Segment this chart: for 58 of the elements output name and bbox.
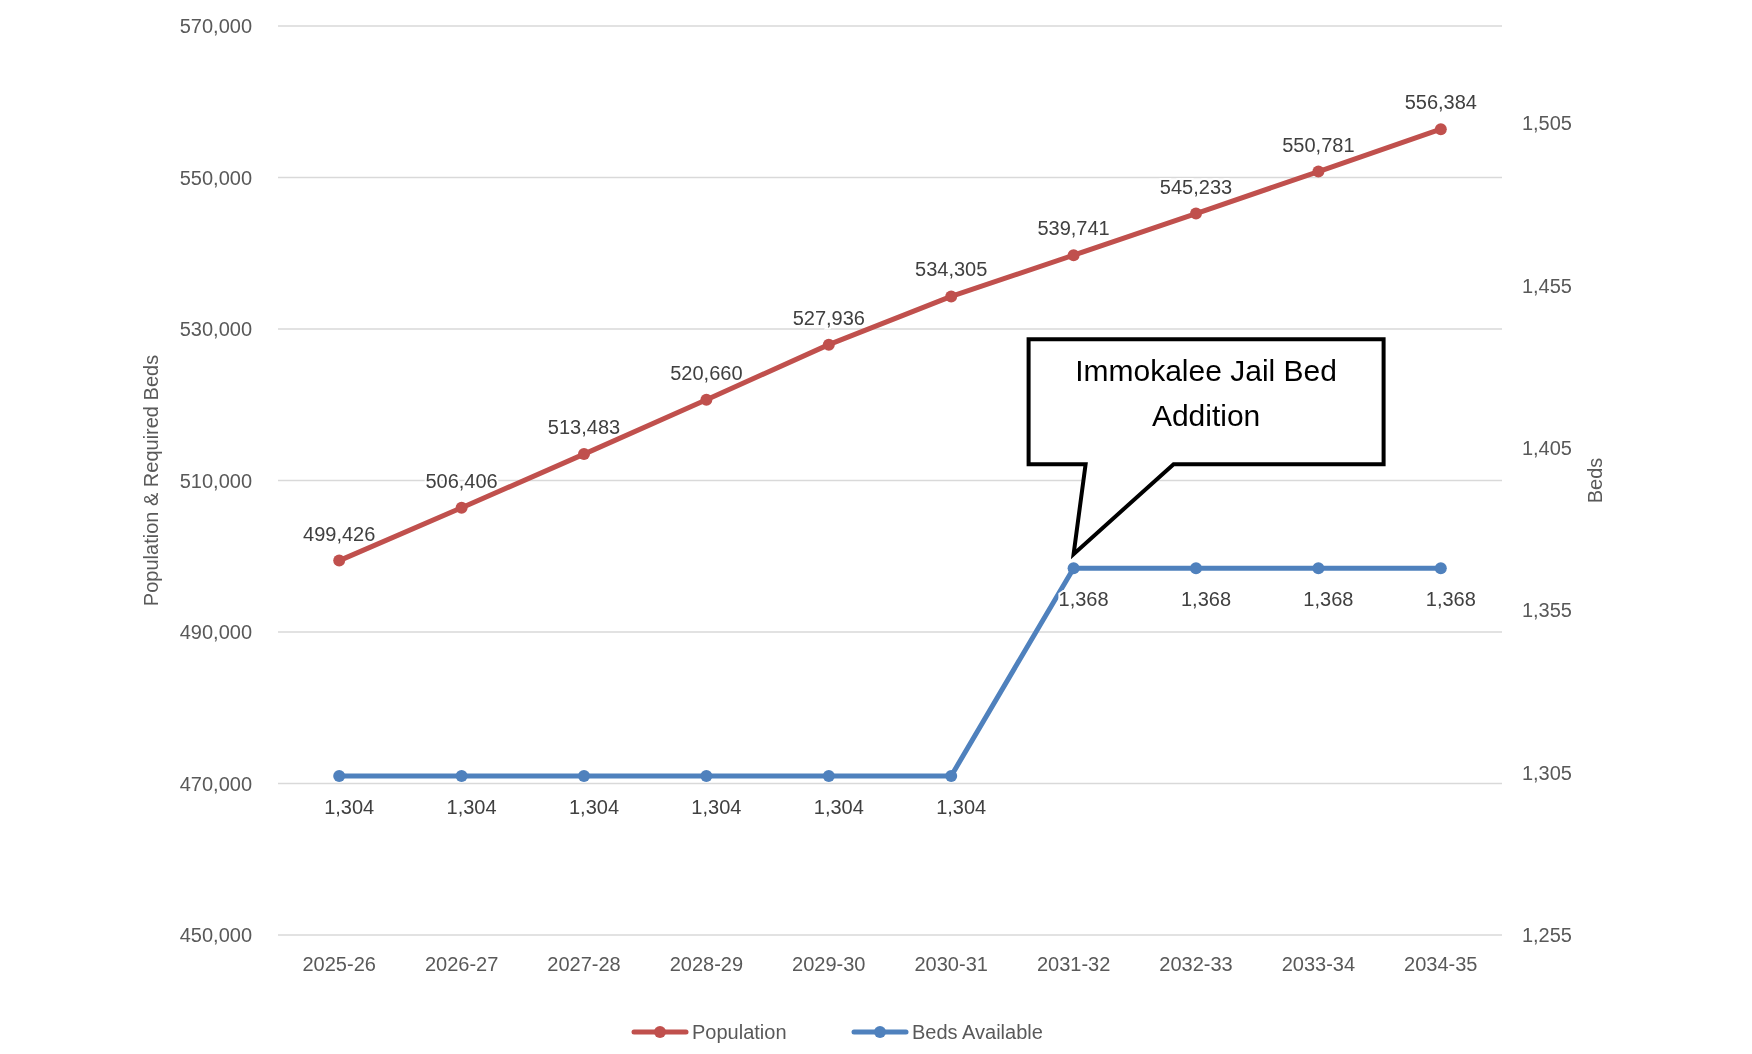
y-tick-label: 550,000 [179,166,252,189]
data-label: 1,304 [446,795,497,818]
y-axis-title: Population & Required Beds [140,354,162,607]
x-tick-label: 2032-33 [1159,953,1233,975]
x-tick-label: 2034-35 [1404,953,1478,975]
annotation: Immokalee Jail Bed Addition [1075,354,1337,433]
legend-label: Beds Available [912,1021,1043,1043]
point [1190,207,1202,220]
point [1312,165,1325,178]
y-tick-label: 510,000 [179,469,252,492]
data-label: 1,304 [813,795,864,818]
point [1067,249,1080,262]
data-label: 550,781 [1282,133,1355,156]
point [1434,123,1447,136]
data-label: 534,305 [915,258,988,281]
y2-tick-label: 1,305 [1521,761,1572,784]
x-tick-label: 2033-34 [1281,953,1356,975]
data-label: 527,936 [792,306,865,329]
data-label: 499,426 [303,522,376,545]
point [333,554,346,567]
point [822,338,835,351]
data-label: 1,304 [568,795,620,818]
data-label: 556,384 [1404,91,1477,114]
data-label: 1,368 [1058,588,1109,611]
y-tick-label: 570,000 [179,15,252,37]
x-tick-label: 2027-28 [547,953,621,975]
y2-tick-label: 1,455 [1521,274,1572,297]
point [578,448,590,461]
x-tick-label: 2029-30 [792,953,866,975]
data-label: 1,304 [324,795,375,818]
x-tick-label: 2025-26 [302,953,376,975]
data-label: 520,660 [670,361,743,384]
data-label: 1,368 [1425,588,1476,611]
data-label: 1,368 [1303,588,1354,611]
data-label: 506,406 [425,469,498,492]
y2-tick-label: 1,255 [1521,924,1572,946]
x-tick-label: 2030-31 [914,953,988,975]
y2-axis-title: Beds [1584,457,1606,504]
y-tick-label: 490,000 [179,621,252,643]
point [945,290,958,303]
point [700,393,713,406]
y2-tick-label: 1,505 [1521,112,1572,135]
data-label: 539,741 [1037,217,1110,240]
x-tick-label: 2026-27 [424,953,499,975]
data-label: 1,304 [936,795,987,818]
y2-tick-label: 1,405 [1521,437,1572,460]
point [455,501,468,514]
legend-label: Population [692,1021,787,1043]
x-tick-label: 2031-32 [1036,953,1111,975]
y2-tick-label: 1,355 [1521,599,1572,622]
y-tick-label: 470,000 [179,772,252,795]
data-label: 513,483 [547,416,621,439]
y-tick-label: 530,000 [179,318,252,340]
data-label: 1,368 [1180,588,1232,611]
data-label: 1,304 [691,795,742,818]
x-tick-label: 2028-29 [669,953,744,975]
data-label: 545,233 [1159,175,1233,198]
y-tick-label: 450,000 [179,924,252,946]
